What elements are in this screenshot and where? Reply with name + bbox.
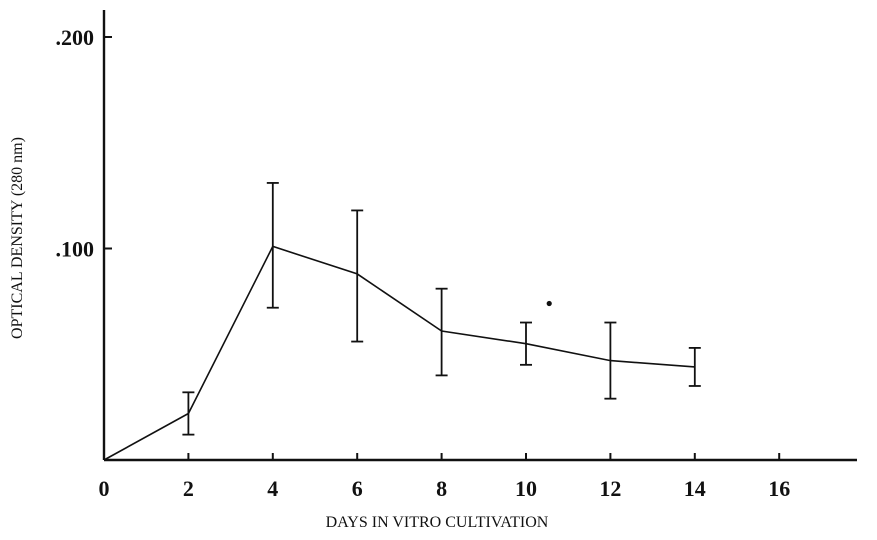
series-line [103,245,695,461]
axes [102,10,857,462]
y-axis-label: OPTICAL DENSITY (280 nm) [9,137,26,339]
tick-labels: 0 2 4 6 8 10 12 14 16 .100 .200 [56,25,791,501]
x-tick-label: 2 [183,476,194,501]
x-tick-label: 6 [352,476,363,501]
annotations [546,300,552,307]
y-tick-label: .100 [56,237,95,262]
x-tick-label: 14 [684,476,706,501]
annotation-dot [546,300,552,307]
x-axis-label: DAYS IN VITRO CULTIVATION [326,514,549,531]
series [103,245,695,461]
error-bars [182,182,701,436]
ticks [104,36,781,460]
x-tick-label: 0 [99,476,110,501]
x-tick-label: 4 [267,476,278,501]
y-tick-label: .200 [56,25,95,50]
x-tick-label: 8 [436,476,447,501]
x-tick-label: 12 [599,476,621,501]
x-tick-label: 10 [515,476,537,501]
x-tick-label: 16 [768,476,790,501]
